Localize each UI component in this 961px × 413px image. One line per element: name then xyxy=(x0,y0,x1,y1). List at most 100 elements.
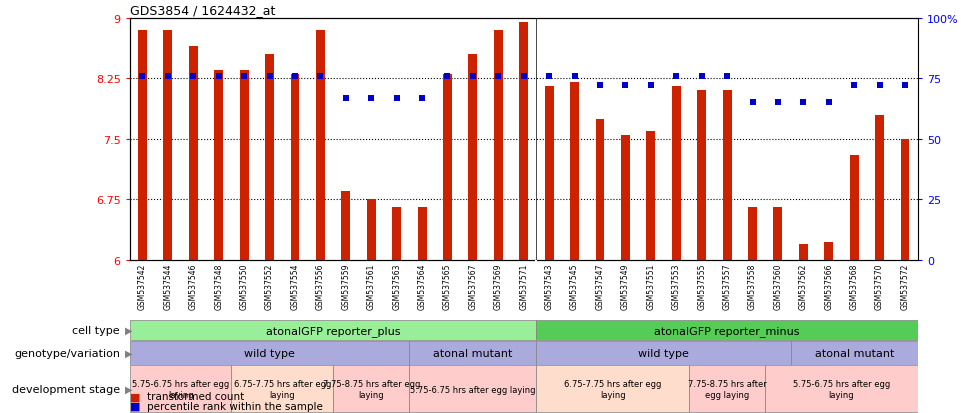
Text: GSM537544: GSM537544 xyxy=(163,263,172,310)
Text: 6.75-7.75 hrs after egg
laying: 6.75-7.75 hrs after egg laying xyxy=(234,380,331,399)
Bar xyxy=(791,341,918,365)
Text: ■: ■ xyxy=(130,401,140,411)
Text: atonalGFP reporter_minus: atonalGFP reporter_minus xyxy=(654,325,800,336)
Bar xyxy=(545,87,554,260)
Point xyxy=(185,73,201,80)
Text: genotype/variation: genotype/variation xyxy=(14,348,120,358)
Text: GSM537558: GSM537558 xyxy=(748,263,757,309)
Text: GSM537563: GSM537563 xyxy=(392,263,401,310)
Bar xyxy=(825,242,833,260)
Bar xyxy=(232,366,333,412)
Point xyxy=(211,73,227,80)
Point xyxy=(465,73,480,80)
Point xyxy=(160,73,176,80)
Point xyxy=(312,73,328,80)
Text: transformed count: transformed count xyxy=(147,392,244,401)
Bar xyxy=(130,366,232,412)
Bar xyxy=(765,366,918,412)
Bar xyxy=(596,119,604,260)
Text: GSM537568: GSM537568 xyxy=(850,263,859,309)
Point xyxy=(567,73,582,80)
Text: wild type: wild type xyxy=(638,348,689,358)
Bar xyxy=(392,208,401,260)
Text: GSM537543: GSM537543 xyxy=(545,263,554,310)
Text: GSM537542: GSM537542 xyxy=(138,263,147,309)
Text: ▶: ▶ xyxy=(125,384,133,394)
Bar xyxy=(799,244,808,260)
Text: GSM537566: GSM537566 xyxy=(825,263,833,310)
Bar xyxy=(265,55,274,260)
Text: GSM537569: GSM537569 xyxy=(494,263,503,310)
Bar xyxy=(875,115,884,260)
Bar xyxy=(647,131,655,260)
Bar xyxy=(689,366,765,412)
Bar xyxy=(570,83,579,260)
Text: atonal mutant: atonal mutant xyxy=(433,348,512,358)
Text: GSM537545: GSM537545 xyxy=(570,263,579,310)
Text: ▶: ▶ xyxy=(125,348,133,358)
Bar xyxy=(536,341,791,365)
Bar xyxy=(748,208,757,260)
Bar xyxy=(536,366,689,412)
Text: ▶: ▶ xyxy=(125,325,133,335)
Text: ■: ■ xyxy=(130,392,140,401)
Text: GSM537561: GSM537561 xyxy=(367,263,376,309)
Point xyxy=(669,73,684,80)
Text: GSM537559: GSM537559 xyxy=(341,263,351,310)
Bar xyxy=(409,341,536,365)
Bar xyxy=(163,31,172,260)
Point xyxy=(440,73,456,80)
Bar xyxy=(130,320,536,340)
Point xyxy=(847,83,862,90)
Bar xyxy=(621,135,629,260)
Text: cell type: cell type xyxy=(72,325,120,335)
Bar xyxy=(409,366,536,412)
Text: GSM537546: GSM537546 xyxy=(188,263,198,310)
Bar xyxy=(468,55,478,260)
Point xyxy=(414,95,430,102)
Bar xyxy=(519,23,529,260)
Point xyxy=(592,83,607,90)
Bar xyxy=(494,31,503,260)
Point xyxy=(261,73,277,80)
Point xyxy=(771,100,786,107)
Point xyxy=(720,73,735,80)
Point xyxy=(796,100,811,107)
Bar xyxy=(443,75,452,260)
Point xyxy=(389,95,405,102)
Text: 5.75-6.75 hrs after egg laying: 5.75-6.75 hrs after egg laying xyxy=(410,385,535,394)
Text: 7.75-8.75 hrs after egg
laying: 7.75-8.75 hrs after egg laying xyxy=(323,380,420,399)
Bar xyxy=(723,91,731,260)
Text: percentile rank within the sample: percentile rank within the sample xyxy=(147,401,323,411)
Bar xyxy=(214,71,223,260)
Bar xyxy=(189,47,198,260)
Text: GSM537567: GSM537567 xyxy=(468,263,478,310)
Text: GSM537549: GSM537549 xyxy=(621,263,629,310)
Point xyxy=(821,100,836,107)
Text: GSM537572: GSM537572 xyxy=(900,263,909,309)
Text: GSM537553: GSM537553 xyxy=(672,263,680,310)
Bar xyxy=(341,192,350,260)
Point xyxy=(618,83,633,90)
Point xyxy=(236,73,252,80)
Bar xyxy=(418,208,427,260)
Point xyxy=(872,83,887,90)
Text: GSM537570: GSM537570 xyxy=(875,263,884,310)
Text: GSM537571: GSM537571 xyxy=(519,263,529,309)
Bar xyxy=(239,71,249,260)
Text: GSM537564: GSM537564 xyxy=(418,263,427,310)
Point xyxy=(694,73,709,80)
Bar xyxy=(290,75,300,260)
Text: GSM537548: GSM537548 xyxy=(214,263,223,309)
Text: 6.75-7.75 hrs after egg
laying: 6.75-7.75 hrs after egg laying xyxy=(564,380,661,399)
Text: GSM537550: GSM537550 xyxy=(239,263,249,310)
Point xyxy=(541,73,556,80)
Bar xyxy=(333,366,409,412)
Bar xyxy=(850,156,859,260)
Text: GSM537554: GSM537554 xyxy=(290,263,300,310)
Text: GSM537552: GSM537552 xyxy=(265,263,274,309)
Point xyxy=(338,95,354,102)
Point xyxy=(135,73,150,80)
Bar xyxy=(900,140,909,260)
Bar xyxy=(672,87,680,260)
